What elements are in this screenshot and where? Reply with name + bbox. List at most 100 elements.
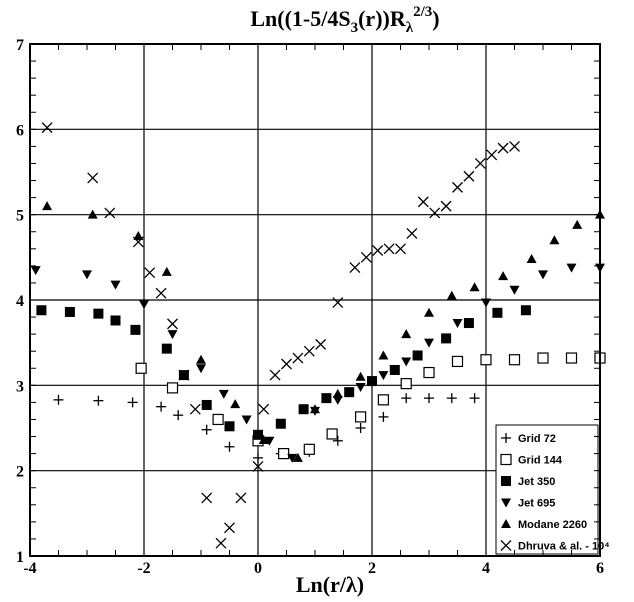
series-plus bbox=[53, 393, 480, 463]
x-tick-label: -4 bbox=[23, 560, 36, 577]
series-filled-square bbox=[36, 305, 531, 440]
data-point-open-square bbox=[355, 411, 367, 423]
data-point-triangle-up bbox=[498, 271, 509, 281]
data-point-filled-square bbox=[298, 404, 309, 415]
x-tick-label: 2 bbox=[368, 560, 376, 577]
data-point-filled-square bbox=[367, 376, 377, 387]
data-point-open-square bbox=[278, 448, 290, 460]
legend-label: Dhruva & al. - 10⁴ bbox=[518, 541, 610, 553]
data-point-cross bbox=[452, 181, 463, 193]
data-point-filled-square bbox=[389, 364, 400, 375]
y-tick-label: 6 bbox=[16, 122, 24, 139]
data-point-triangle-up bbox=[258, 434, 269, 444]
data-point-cross bbox=[87, 172, 99, 184]
data-point-plus bbox=[332, 435, 343, 446]
data-point-plus bbox=[127, 397, 138, 408]
data-point-cross bbox=[383, 243, 395, 255]
data-point-cross bbox=[349, 262, 361, 274]
data-point-cross bbox=[406, 227, 418, 239]
data-point-triangle-up bbox=[196, 354, 206, 364]
data-point-filled-square bbox=[501, 476, 511, 486]
data-point-triangle-up bbox=[424, 307, 434, 317]
data-point-plus bbox=[446, 393, 457, 404]
data-point-triangle-down bbox=[218, 389, 229, 399]
data-point-triangle-down bbox=[264, 436, 275, 446]
data-point-filled-square bbox=[93, 308, 104, 319]
data-point-cross bbox=[509, 140, 520, 152]
data-point-open-square bbox=[423, 366, 435, 379]
data-point-triangle-down bbox=[287, 453, 298, 463]
data-point-cross bbox=[104, 207, 116, 219]
data-point-cross bbox=[258, 403, 270, 415]
data-point-cross bbox=[500, 540, 512, 551]
data-point-filled-square bbox=[321, 393, 332, 404]
data-point-cross bbox=[315, 338, 327, 350]
data-point-triangle-down bbox=[481, 298, 491, 308]
data-point-triangle-up bbox=[230, 399, 241, 409]
legend-label: Grid 144 bbox=[518, 455, 563, 467]
x-axis-label: Ln(r/λ) bbox=[296, 572, 364, 597]
data-point-plus bbox=[93, 395, 104, 406]
data-point-filled-square bbox=[224, 421, 235, 432]
data-point-plus bbox=[355, 423, 366, 433]
data-point-plus bbox=[401, 393, 412, 404]
data-point-triangle-down bbox=[509, 285, 520, 295]
data-point-cross bbox=[132, 236, 144, 248]
data-point-triangle-up bbox=[42, 201, 53, 211]
data-point-open-square bbox=[377, 394, 389, 406]
data-point-triangle-up bbox=[310, 404, 320, 414]
data-point-filled-square bbox=[110, 315, 121, 326]
x-tick-label: -2 bbox=[137, 560, 150, 577]
data-point-plus bbox=[53, 394, 64, 405]
data-point-cross bbox=[178, 369, 190, 381]
x-tick-label: 6 bbox=[596, 560, 604, 577]
data-point-filled-square bbox=[492, 307, 503, 318]
data-point-filled-square bbox=[275, 418, 286, 429]
data-point-plus bbox=[201, 424, 212, 435]
y-tick-label: 3 bbox=[16, 378, 24, 395]
y-tick-label: 7 bbox=[16, 37, 24, 54]
legend-label: Jet 350 bbox=[518, 476, 555, 488]
data-point-filled-square bbox=[161, 343, 172, 354]
data-point-filled-square bbox=[130, 324, 141, 335]
data-point-triangle-down bbox=[241, 415, 252, 425]
data-point-cross bbox=[224, 522, 235, 534]
data-point-cross bbox=[292, 352, 304, 364]
data-point-triangle-down bbox=[378, 371, 389, 381]
series-cross bbox=[41, 122, 520, 549]
data-point-filled-square bbox=[344, 387, 355, 398]
x-tick-label: 4 bbox=[482, 560, 490, 577]
series-triangle-up bbox=[42, 201, 605, 462]
chart-title: Ln((1-5/4S3(r))Rλ2/3) bbox=[250, 4, 439, 36]
legend: Grid 72 Grid 144 Jet 350 Jet 695 Modane 2260… bbox=[495, 424, 610, 555]
data-point-plus bbox=[156, 401, 167, 412]
data-point-cross bbox=[144, 267, 156, 279]
data-point-triangle-down bbox=[355, 383, 366, 393]
data-point-cross bbox=[463, 170, 475, 182]
data-point-plus bbox=[469, 393, 480, 404]
data-point-plus bbox=[501, 433, 511, 443]
series-triangle-down bbox=[30, 263, 605, 463]
data-point-open-square bbox=[508, 354, 521, 366]
data-point-triangle-up bbox=[469, 282, 480, 292]
data-point-triangle-down bbox=[424, 338, 434, 348]
data-point-cross bbox=[486, 149, 498, 161]
data-point-open-square bbox=[135, 362, 147, 374]
data-point-cross bbox=[252, 460, 264, 472]
data-point-filled-square bbox=[201, 399, 212, 410]
data-point-filled-square bbox=[463, 318, 474, 329]
y-tick-label: 2 bbox=[16, 464, 24, 481]
data-point-open-square bbox=[500, 453, 512, 466]
data-point-triangle-up bbox=[87, 209, 98, 219]
data-point-cross bbox=[41, 122, 53, 134]
data-point-triangle-down bbox=[139, 300, 149, 310]
data-point-triangle-up bbox=[549, 235, 560, 245]
data-point-triangle-up bbox=[572, 219, 583, 229]
data-point-open-square bbox=[451, 355, 464, 368]
data-point-cross bbox=[281, 358, 292, 370]
data-point-cross bbox=[167, 318, 178, 330]
legend-label: Modane 2260 bbox=[518, 519, 587, 531]
data-point-triangle-up bbox=[401, 329, 412, 339]
